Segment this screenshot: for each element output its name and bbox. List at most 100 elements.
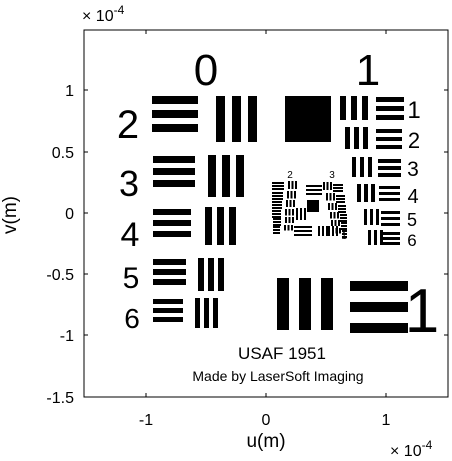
bars-g0-e4-h [153,231,191,237]
bars-g1-e2-h [376,137,402,141]
bars-g2-small-v [284,225,286,231]
bars-g2-small-h [272,185,284,187]
bars-g3-small-h [336,201,345,203]
bars-g3-small-v [335,203,337,210]
bars-g0-e3-v [222,155,230,197]
bars-g2-small-h [272,195,283,197]
bars-g0-e4-v [205,207,212,245]
bars-g0-e3-h [153,180,195,187]
bars-g0-e4-v [229,207,236,245]
bars-g1-e6-h [383,242,400,245]
bars-g1-e5-v [370,209,373,225]
bars-g0-e5-v [198,258,204,291]
bars-g2-mid-h [306,185,322,187]
bars-g0-e5-h [153,279,186,285]
bars-g0-e2-v [248,96,257,142]
bars-g3-small-v [338,220,340,226]
bars-g2-mid-h [306,193,322,195]
bars-g3-bottom-v2 [328,226,330,236]
caption-credit: Made by LaserSoft Imaging [192,368,363,384]
bars-g1-e4-v [371,184,375,202]
bars-g0-e4-h [153,209,191,215]
bars-g1-e1-v [351,96,357,120]
bars-g2-small-v [285,209,287,216]
bars-g3-bottom-h [294,230,312,232]
bars-g2-small-h [272,192,283,194]
y-tick-label: -1.5 [46,390,74,407]
bars-g3-small-v [330,212,332,219]
x-axis-label: u(m) [246,431,285,452]
bars-g0-e6-h [153,299,183,304]
bars-g3-small-v [323,182,325,190]
bars-g3-bottom-v2 [332,226,334,236]
bars-g1-e6-v [374,230,377,245]
bars-g1-e3-v [368,157,372,177]
bars-g1-e6-h [383,232,400,235]
x-axis-ticks: -1 0 1 [139,30,391,429]
bars-g1-e3-v [352,157,356,177]
bars-g3-small-v [333,212,336,219]
bars-g3-small-v [339,228,341,234]
bars-g3-bottom-v [322,226,324,236]
bars-g3-small-v [328,203,330,210]
bars-g0-e4-h [153,220,191,226]
y-axis-ticks: 1 0.5 0 -0.5 -1 -1.5 [46,83,448,407]
bars-g1-e4-v [364,184,368,202]
bars-large-v [299,278,311,330]
bars-g2-small-h [273,232,280,234]
square-g1 [285,96,331,142]
bars-g2-small-v [292,209,294,216]
bars-g2-small-h [273,229,280,231]
bars-g1-e6-v [368,230,371,245]
bars-g0-e6-v [204,298,209,328]
bars-g2-small-h [272,188,284,190]
bars-g1-e5-h [381,211,400,214]
element-label-5-right: 5 [407,210,417,230]
bars-g1-e3-h [378,159,401,163]
bars-g3-bottom-h [294,234,312,236]
bars-g1-e3-h [378,166,401,170]
square-g2 [307,200,319,212]
bars-g3-small-h [342,230,347,232]
bars-g0-e2-v [232,96,241,142]
bars-g2-mid-v [300,208,302,220]
bars-g1-e5-v [376,209,379,225]
bars-g0-e2-h [152,110,198,118]
bars-g1-e1-h [376,97,404,102]
bars-g2-small-v [291,225,293,231]
bars-g0-e3-v [208,155,216,197]
bars-large-h [350,281,408,291]
bars-g1-e3-v [360,157,364,177]
bars-g3-small-h [338,208,346,210]
bars-g1-e4-h [379,186,400,189]
bars-g2-mid-v [304,208,306,220]
group-label-2: 2 [287,170,293,181]
caption-title: USAF 1951 [238,344,326,363]
bars-g2-mid-v [296,208,298,220]
bars-g3-small-v [331,220,333,226]
bars-g2-small-v [288,209,291,216]
bars-g2-small-v [292,217,294,223]
bars-g2-small-v [291,181,294,189]
bars-g3-small-h [338,205,346,207]
bars-g1-e6-h [383,237,400,240]
bars-g0-e5-v [218,258,224,291]
bars-g2-small-h [272,204,282,206]
bars-g1-e2-v [363,127,368,149]
bars-g3-small-h [340,220,347,222]
x-tick-label: 0 [262,412,271,429]
bars-g0-e2-h [152,96,198,104]
bars-g1-e2-v [354,127,359,149]
bars-g0-e4-v [217,207,224,245]
bars-g1-e4-h [379,198,400,201]
bars-g2-small-h [273,224,281,226]
y-tick-label: 0 [65,206,74,223]
bars-g3-small-v [331,203,334,210]
bars-g2-small-h [272,201,282,203]
bars-g2-small-v [293,200,295,207]
bars-g2-small-h [273,221,281,223]
bars-g2-small-v [294,191,296,199]
bars-g3-small-h [336,195,345,197]
bars-g3-small-v [326,193,328,201]
